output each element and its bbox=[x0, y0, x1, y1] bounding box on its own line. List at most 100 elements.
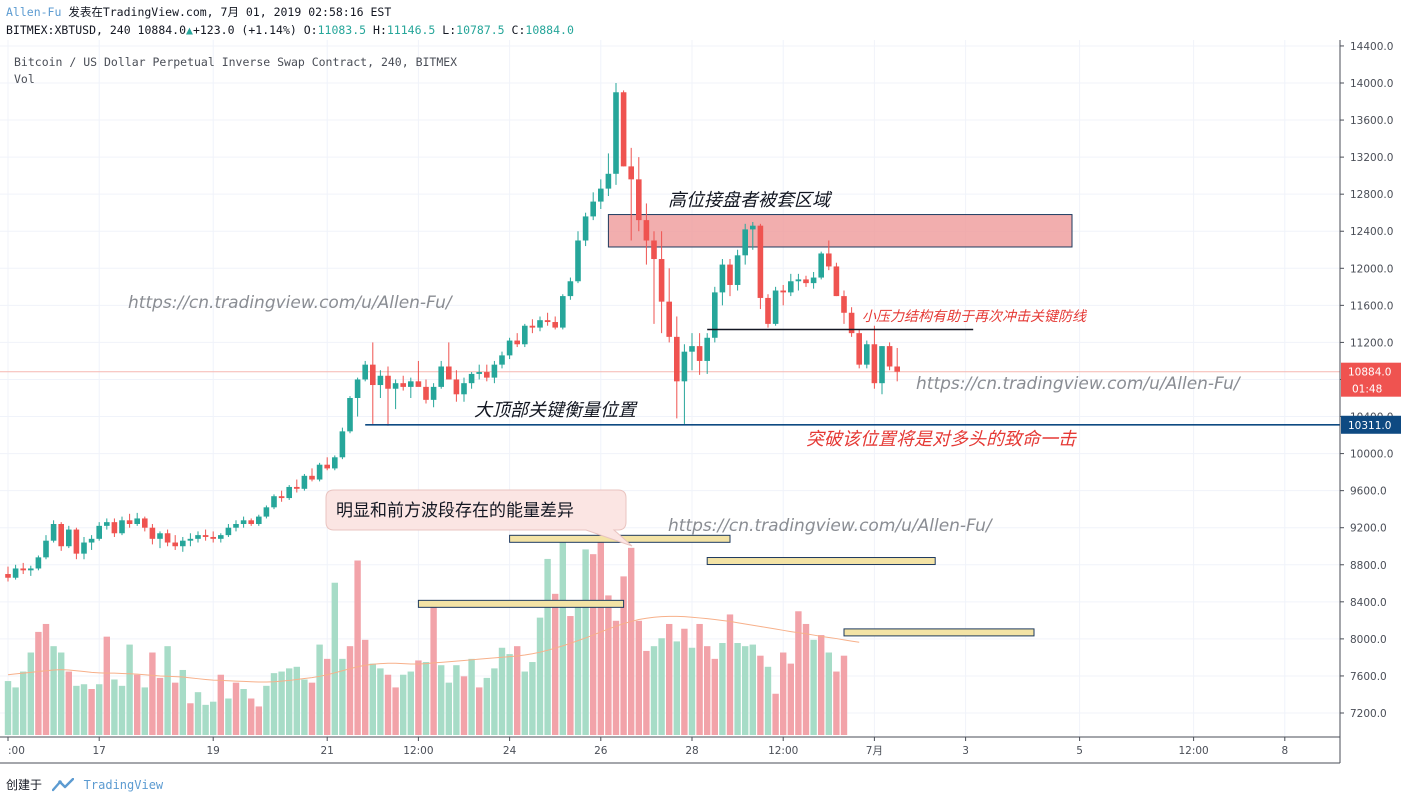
candle-body[interactable] bbox=[400, 383, 406, 387]
candle-body[interactable] bbox=[126, 520, 133, 524]
candle-body[interactable] bbox=[757, 225, 764, 298]
candle-body[interactable] bbox=[430, 386, 437, 400]
candle-body[interactable] bbox=[134, 518, 140, 524]
candle-body[interactable] bbox=[506, 340, 513, 356]
candle-body[interactable] bbox=[202, 535, 209, 537]
candle-body[interactable] bbox=[210, 536, 216, 539]
candle-body[interactable] bbox=[864, 344, 870, 365]
candle-body[interactable] bbox=[803, 279, 809, 284]
candle-body[interactable] bbox=[810, 277, 817, 284]
candle-body[interactable] bbox=[50, 524, 57, 541]
candle-body[interactable] bbox=[750, 225, 756, 230]
candle-body[interactable] bbox=[66, 529, 72, 547]
candle-body[interactable] bbox=[582, 216, 589, 241]
candle-body[interactable] bbox=[58, 524, 64, 547]
candle-body[interactable] bbox=[286, 486, 292, 499]
candle-body[interactable] bbox=[879, 346, 885, 384]
candle-body[interactable] bbox=[613, 92, 619, 174]
candle-body[interactable] bbox=[377, 375, 384, 386]
candle-body[interactable] bbox=[164, 533, 171, 543]
candle-body[interactable] bbox=[301, 475, 308, 489]
candle-body[interactable] bbox=[408, 381, 414, 387]
candle-body[interactable] bbox=[560, 296, 566, 328]
candle-body[interactable] bbox=[841, 296, 847, 313]
candle-body[interactable] bbox=[727, 264, 733, 285]
candle-body[interactable] bbox=[742, 229, 748, 256]
candle-body[interactable] bbox=[689, 346, 695, 352]
price-axis[interactable] bbox=[1340, 40, 1402, 760]
candle-body[interactable] bbox=[309, 475, 315, 480]
candle-body[interactable] bbox=[446, 366, 452, 380]
chart-area[interactable]: 高位接盘者被套区域 小压力结构有助于再次冲击关键防线 大顶部关键衡量位置 突破该位置将… bbox=[0, 40, 1402, 764]
candle-body[interactable] bbox=[719, 264, 726, 293]
candle-body[interactable] bbox=[218, 535, 224, 539]
candle-body[interactable] bbox=[35, 557, 42, 569]
candle-body[interactable] bbox=[111, 522, 118, 534]
energy-bar-box[interactable] bbox=[706, 557, 936, 566]
candle-body[interactable] bbox=[256, 516, 262, 524]
candle-body[interactable] bbox=[423, 386, 429, 400]
candle-body[interactable] bbox=[666, 301, 672, 337]
candle-body[interactable] bbox=[491, 364, 498, 378]
candle-body[interactable] bbox=[590, 201, 596, 217]
candle-body[interactable] bbox=[43, 540, 49, 558]
candle-body[interactable] bbox=[461, 383, 467, 395]
candle-body[interactable] bbox=[20, 568, 26, 571]
candle-body[interactable] bbox=[438, 366, 444, 387]
candle-body[interactable] bbox=[833, 266, 840, 297]
candle-body[interactable] bbox=[12, 568, 19, 578]
candle-body[interactable] bbox=[704, 337, 710, 361]
candle-body[interactable] bbox=[157, 533, 163, 539]
candle-body[interactable] bbox=[385, 375, 391, 389]
candle-body[interactable] bbox=[104, 522, 110, 526]
energy-bar-box[interactable] bbox=[843, 628, 1035, 637]
candle-body[interactable] bbox=[468, 373, 475, 384]
candle-body[interactable] bbox=[415, 381, 422, 387]
candle-body[interactable] bbox=[628, 166, 634, 180]
candle-body[interactable] bbox=[324, 464, 330, 469]
candle-body[interactable] bbox=[362, 364, 368, 380]
candle-body[interactable] bbox=[795, 279, 802, 282]
candle-body[interactable] bbox=[180, 540, 186, 547]
candle-body[interactable] bbox=[248, 520, 254, 524]
candle-body[interactable] bbox=[392, 383, 399, 389]
candle-body[interactable] bbox=[294, 486, 300, 489]
candle-body[interactable] bbox=[575, 240, 581, 282]
candle-body[interactable] bbox=[636, 179, 642, 221]
candle-body[interactable] bbox=[453, 379, 460, 395]
candle-body[interactable] bbox=[278, 496, 285, 499]
candle-body[interactable] bbox=[772, 290, 779, 324]
candle-body[interactable] bbox=[88, 538, 95, 543]
energy-callout-bubble[interactable] bbox=[325, 489, 633, 547]
candle-body[interactable] bbox=[484, 372, 490, 378]
energy-bar-box[interactable] bbox=[417, 599, 625, 608]
author-name[interactable]: Allen-Fu bbox=[6, 5, 62, 19]
candle-body[interactable] bbox=[620, 92, 627, 167]
candle-body[interactable] bbox=[552, 322, 558, 328]
candle-body[interactable] bbox=[605, 173, 612, 189]
candle-body[interactable] bbox=[765, 297, 771, 324]
candle-body[interactable] bbox=[195, 535, 201, 539]
candle-body[interactable] bbox=[522, 325, 528, 345]
candle-body[interactable] bbox=[529, 325, 536, 328]
tradingview-brand[interactable]: TradingView bbox=[83, 778, 164, 792]
candle-body[interactable] bbox=[119, 520, 125, 534]
candle-body[interactable] bbox=[354, 379, 361, 398]
chart-svg[interactable]: 高位接盘者被套区域小压力结构有助于再次冲击关键防线大顶部关键衡量位置突破该位置将… bbox=[0, 40, 1402, 764]
candle-body[interactable] bbox=[681, 351, 688, 382]
candle-body[interactable] bbox=[187, 538, 194, 541]
candle-body[interactable] bbox=[339, 431, 346, 458]
candle-body[interactable] bbox=[499, 355, 505, 365]
candle-body[interactable] bbox=[696, 346, 703, 361]
candle-body[interactable] bbox=[856, 333, 862, 365]
candle-body[interactable] bbox=[332, 457, 338, 469]
candle-body[interactable] bbox=[149, 527, 156, 539]
candle-body[interactable] bbox=[643, 220, 650, 241]
candle-body[interactable] bbox=[544, 320, 551, 323]
candle-body[interactable] bbox=[316, 464, 323, 480]
candle-body[interactable] bbox=[780, 290, 786, 293]
candle-body[interactable] bbox=[514, 340, 520, 345]
candle-body[interactable] bbox=[894, 366, 900, 372]
trapped-buyers-zone[interactable] bbox=[607, 214, 1073, 248]
candle-body[interactable] bbox=[28, 568, 34, 571]
